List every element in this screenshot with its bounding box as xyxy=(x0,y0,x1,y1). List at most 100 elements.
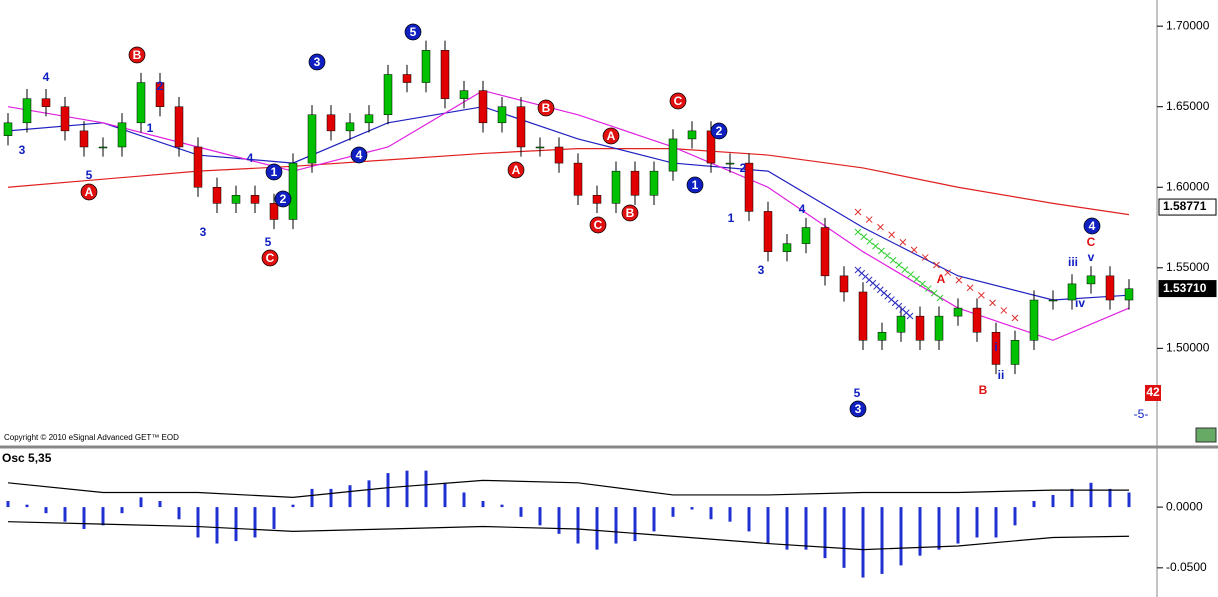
osc-bar xyxy=(766,507,770,544)
projection-cross xyxy=(1000,307,1008,314)
y-tick-label: 1.65000 xyxy=(1166,99,1210,113)
candle-body xyxy=(668,138,678,172)
candle-body xyxy=(60,106,70,132)
wave-label: 2 xyxy=(280,192,287,206)
line xyxy=(7,479,1129,498)
candle-body xyxy=(877,331,887,341)
candle-body xyxy=(820,227,830,277)
projection-cross xyxy=(872,242,879,250)
price-tag-label: 1.53710 xyxy=(1163,281,1207,295)
wave-label: 2 xyxy=(740,161,747,175)
osc-bar xyxy=(6,501,10,508)
wave-label: C xyxy=(674,94,683,108)
projection-cross xyxy=(921,254,929,261)
projection-cross xyxy=(901,266,909,274)
candle-body xyxy=(934,315,944,341)
projection-cross xyxy=(978,291,985,299)
line xyxy=(7,521,1130,551)
wave-marker xyxy=(710,122,728,140)
osc-bar xyxy=(481,501,485,508)
icon[interactable] xyxy=(1195,427,1217,443)
y-tick-label: 1.60000 xyxy=(1166,179,1210,193)
osc-bar xyxy=(101,507,105,526)
wave-marker xyxy=(589,216,607,234)
wave-marker xyxy=(404,23,422,41)
candle-body xyxy=(896,315,906,333)
wave-label: 3 xyxy=(200,225,207,239)
projection-cross xyxy=(933,261,940,269)
wave-label: v xyxy=(1088,250,1095,264)
wave-label: 5 xyxy=(86,168,93,182)
candle-body xyxy=(231,195,241,204)
osc-bar xyxy=(519,507,523,517)
candle-body xyxy=(839,275,849,293)
candle-body xyxy=(98,146,108,149)
candle-body xyxy=(592,195,602,204)
wave-label: iv xyxy=(1075,296,1085,310)
osc-bar xyxy=(728,507,732,522)
candle-body xyxy=(573,162,583,196)
osc-bar xyxy=(823,507,827,559)
osc-bar xyxy=(899,507,903,566)
wave-label: i xyxy=(994,340,997,354)
candle-body xyxy=(1048,299,1058,302)
candle-body xyxy=(364,114,374,124)
projection-cross xyxy=(854,228,862,236)
projection-cross xyxy=(913,275,920,283)
candle-body xyxy=(307,114,317,164)
osc-bar xyxy=(82,507,86,529)
wave-label: C xyxy=(594,218,603,232)
wave-label: B xyxy=(542,101,551,115)
osc-bar xyxy=(956,507,960,544)
candle-body xyxy=(516,106,526,148)
wave-label: A xyxy=(512,163,521,177)
candle-body xyxy=(858,291,868,341)
candle-body xyxy=(1086,275,1096,285)
osc-bar xyxy=(633,507,637,542)
candle-body xyxy=(1010,340,1020,365)
osc-bar xyxy=(595,507,599,550)
candle-body xyxy=(269,203,279,220)
osc-bar xyxy=(1108,488,1112,508)
price-tag xyxy=(1158,198,1217,216)
wave-label: 3 xyxy=(758,263,765,277)
osc-bar xyxy=(253,507,257,538)
projection-cross xyxy=(936,294,944,302)
candle-body xyxy=(250,195,260,204)
wave-marker xyxy=(128,46,146,64)
candle-body xyxy=(915,315,925,341)
osc-bar xyxy=(139,497,143,508)
projection-cross xyxy=(944,269,952,276)
candle-body xyxy=(611,170,621,204)
wave-label: 4 xyxy=(799,202,806,216)
wave-label: 5 xyxy=(265,235,272,249)
projection-cross xyxy=(910,246,918,254)
wave-label: 3 xyxy=(19,143,26,157)
osc-bar xyxy=(690,507,694,510)
osc-bar xyxy=(804,507,808,550)
projection-cross xyxy=(907,271,915,278)
candle-body xyxy=(174,106,184,148)
projection-cross xyxy=(1011,314,1019,322)
candle-body xyxy=(953,307,963,317)
osc-bar xyxy=(709,507,713,520)
candle-body xyxy=(1029,299,1039,341)
candle-body xyxy=(22,98,32,124)
wave-label: A xyxy=(607,129,616,143)
osc-title: Osc 5,35 xyxy=(2,451,52,465)
wave-label: B xyxy=(626,206,635,220)
osc-bar xyxy=(937,507,941,550)
osc-bar xyxy=(842,507,846,568)
osc-bar xyxy=(880,507,884,574)
candle-body xyxy=(725,162,735,165)
wave-label: 5 xyxy=(854,386,861,400)
osc-bar xyxy=(158,501,162,508)
wave-marker xyxy=(80,183,98,201)
osc-bar xyxy=(747,507,751,532)
osc-bar xyxy=(671,507,675,517)
candle-body xyxy=(155,82,165,107)
osc-bar xyxy=(329,488,333,508)
count-badge xyxy=(1145,385,1161,401)
candle-body xyxy=(193,146,203,188)
